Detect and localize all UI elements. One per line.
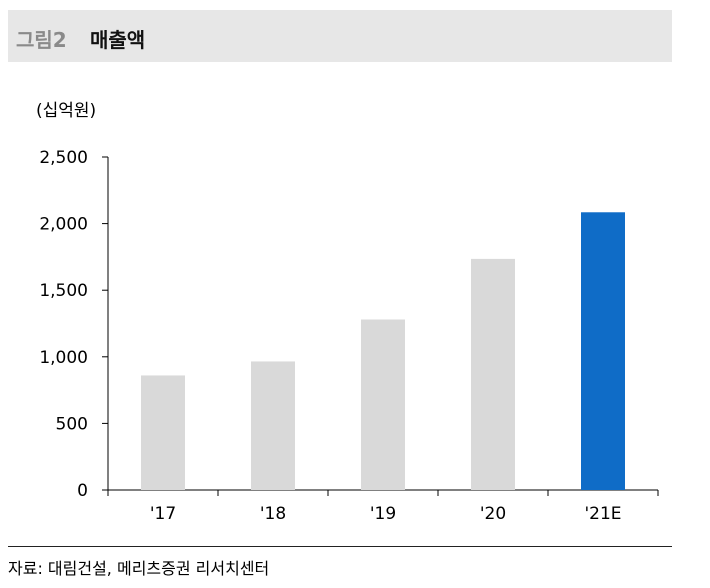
x-axis-ticks: '17 '18 '19 '20 '21E <box>107 490 659 524</box>
y-tick-label: 2,000 <box>39 215 88 235</box>
x-tick-label: '17 <box>150 504 176 524</box>
bar-actual <box>361 319 405 490</box>
y-axis-ticks: 0 500 1,000 1,500 2,000 2,500 <box>39 148 108 501</box>
bar-actual <box>251 361 295 490</box>
x-tick-label: '20 <box>480 504 506 524</box>
bar-estimate <box>581 212 625 490</box>
y-tick-label: 2,500 <box>39 148 88 168</box>
y-tick-label: 1,500 <box>39 281 88 301</box>
source-divider <box>8 546 672 547</box>
x-tick-label: '19 <box>370 504 396 524</box>
source-note: 자료: 대림건설, 메리츠증권 리서치센터 <box>8 559 270 578</box>
x-tick-label: '21E <box>584 504 621 524</box>
bar-actual <box>141 375 185 490</box>
figure-header: 그림2 매출액 <box>8 10 672 62</box>
bar-chart: 0 500 1,000 1,500 2,000 2,500 '17 '18 '19 '20 '21… <box>39 148 659 524</box>
bar-series <box>141 212 625 490</box>
y-tick-label: 0 <box>77 481 88 501</box>
chart-title: 매출액 <box>90 28 146 52</box>
bar-actual <box>471 258 515 490</box>
y-axis-unit-label: (십억원) <box>36 101 97 121</box>
x-tick-label: '18 <box>260 504 286 524</box>
y-tick-label: 500 <box>56 414 88 434</box>
figure-label: 그림2 <box>16 28 67 52</box>
y-tick-label: 1,000 <box>39 348 88 368</box>
